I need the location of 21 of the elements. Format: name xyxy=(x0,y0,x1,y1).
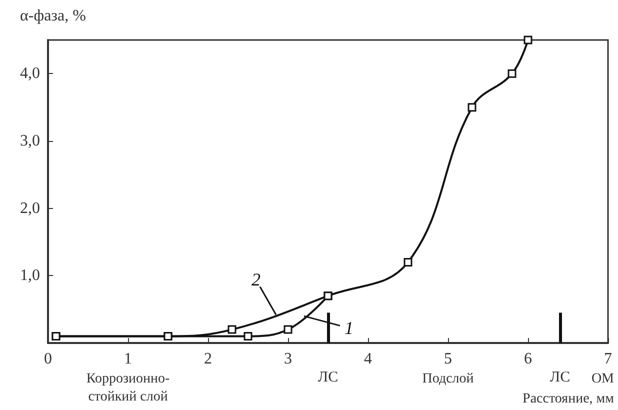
y-tick-label: 4,0 xyxy=(20,65,40,82)
x-tick-label: 5 xyxy=(444,350,452,368)
ref-line-label: ЛС xyxy=(318,370,338,386)
text: Коррозионно- стойкий слой xyxy=(86,372,170,404)
x-tick-label: 3 xyxy=(284,350,292,368)
y-tick-label: 3,0 xyxy=(20,132,40,150)
x-tick-label: 4 xyxy=(364,350,372,368)
x-axis-title: Расстояние, мм xyxy=(522,392,614,406)
text: ОМ xyxy=(591,372,615,386)
x-tick-label: 2 xyxy=(204,350,212,368)
annotation: 2 xyxy=(252,270,260,290)
x-tick-label: 6 xyxy=(524,350,532,368)
y-tick-label: 2,0 xyxy=(20,200,40,217)
y-axis-title: α-фаза, % xyxy=(20,8,86,24)
text: Подслой xyxy=(422,372,474,386)
x-tick-label: 0 xyxy=(44,350,52,368)
x-tick-label: 1 xyxy=(124,350,132,368)
x-tick-label: 7 xyxy=(604,350,612,368)
ref-line-label: ЛС xyxy=(550,370,570,386)
y-tick-label: 1,0 xyxy=(20,267,40,284)
annotation: 1 xyxy=(344,318,354,338)
